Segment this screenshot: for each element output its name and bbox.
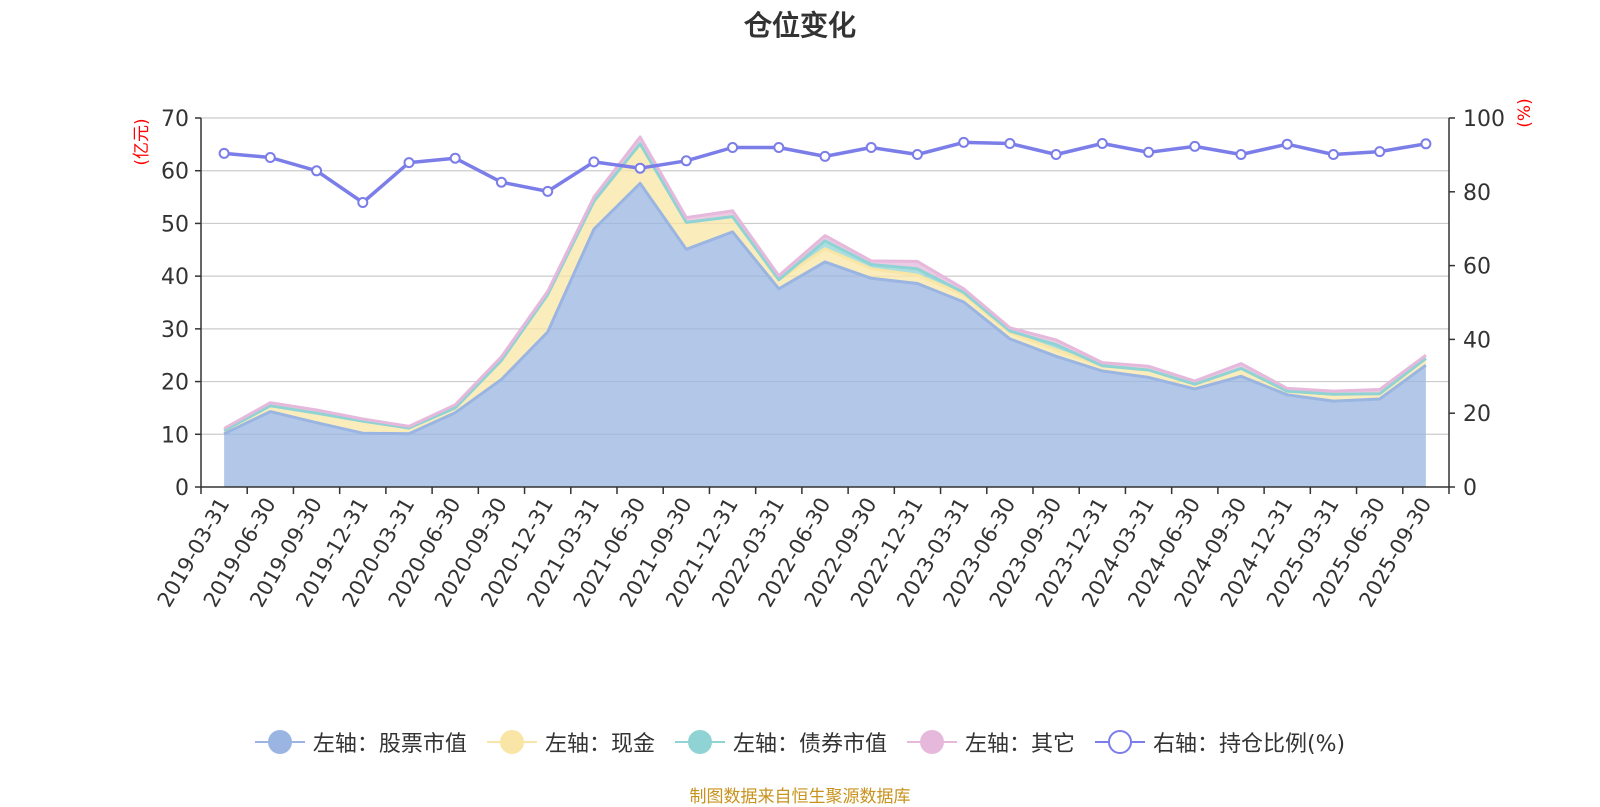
position-ratio-point bbox=[865, 142, 877, 153]
position-ratio-point bbox=[1189, 140, 1201, 152]
position-ratio-point bbox=[680, 155, 692, 167]
position-ratio-point bbox=[311, 165, 323, 177]
right-tick-label: 20 bbox=[1463, 402, 1491, 427]
legend-item-bond[interactable]: 左轴：债券市值 bbox=[674, 726, 887, 758]
position-ratio-point bbox=[819, 150, 831, 162]
position-ratio-point bbox=[773, 142, 785, 153]
legend-item-cash[interactable]: 左轴：现金 bbox=[486, 726, 655, 758]
position-ratio-point bbox=[1004, 138, 1016, 149]
legend-label-position-ratio: 右轴：持仓比例(%) bbox=[1152, 732, 1346, 757]
right-tick-label: 60 bbox=[1463, 255, 1491, 280]
position-ratio-point bbox=[1420, 138, 1432, 150]
right-tick-label: 80 bbox=[1463, 181, 1491, 206]
legend-label-other: 左轴：其它 bbox=[964, 732, 1075, 757]
position-ratio-point bbox=[727, 142, 739, 153]
source-note: 制图数据来自恒生聚源数据库 bbox=[689, 787, 911, 807]
chart-area: 010203040506070020406080100(亿元)(%)2019-0… bbox=[132, 98, 1535, 611]
position-ratio-point bbox=[958, 136, 970, 148]
right-tick-label: 0 bbox=[1463, 476, 1477, 501]
legend-swatch-bond bbox=[674, 729, 725, 755]
legend-swatch-position-ratio bbox=[1094, 729, 1145, 755]
right-axis-unit: (%) bbox=[1515, 98, 1535, 127]
left-tick-label: 10 bbox=[161, 423, 189, 448]
position-ratio-point bbox=[588, 156, 600, 168]
position-ratio-point bbox=[911, 149, 923, 160]
left-tick-label: 20 bbox=[161, 371, 189, 396]
area-series-line bbox=[223, 181, 1427, 436]
legend-label-bond: 左轴：债券市值 bbox=[732, 732, 887, 757]
area-series-line bbox=[223, 135, 1427, 430]
area-series bbox=[224, 183, 1426, 487]
position-ratio-point bbox=[1050, 149, 1062, 160]
legend: 左轴：股票市值 左轴：现金 左轴：债券市值 左轴：其它 右轴：持仓比例(%) bbox=[0, 722, 1600, 762]
left-tick-label: 50 bbox=[161, 212, 189, 237]
position-ratio-point bbox=[1327, 149, 1339, 160]
legend-item-other[interactable]: 左轴：其它 bbox=[906, 726, 1075, 758]
right-tick-label: 40 bbox=[1463, 328, 1491, 353]
legend-item-stock[interactable]: 左轴：股票市值 bbox=[254, 726, 467, 758]
position-ratio-point bbox=[1143, 146, 1155, 158]
position-ratio-point bbox=[449, 152, 461, 164]
legend-label-cash: 左轴：现金 bbox=[544, 732, 655, 757]
position-ratio-point bbox=[1235, 149, 1247, 160]
chart-title: 仓位变化 bbox=[743, 9, 856, 42]
legend-swatch-other bbox=[906, 729, 957, 755]
position-ratio-point bbox=[634, 162, 646, 174]
position-ratio-point bbox=[542, 185, 554, 197]
left-tick-label: 60 bbox=[161, 160, 189, 185]
position-ratio-point bbox=[1374, 146, 1386, 158]
right-tick-label: 100 bbox=[1463, 107, 1505, 132]
left-tick-label: 30 bbox=[161, 318, 189, 343]
legend-swatch-stock bbox=[254, 729, 305, 755]
legend-swatch-cash bbox=[486, 729, 537, 755]
position-ratio-point bbox=[264, 152, 276, 163]
left-tick-label: 70 bbox=[161, 107, 189, 132]
position-ratio-point bbox=[403, 157, 415, 169]
position-ratio-point bbox=[495, 176, 507, 188]
left-tick-label: 0 bbox=[175, 476, 189, 501]
position-ratio-point bbox=[357, 197, 369, 208]
legend-label-stock: 左轴：股票市值 bbox=[312, 732, 467, 757]
position-ratio-point bbox=[1096, 138, 1108, 149]
left-tick-label: 40 bbox=[161, 265, 189, 290]
left-axis-unit: (亿元) bbox=[132, 118, 152, 165]
position-ratio-point bbox=[1281, 138, 1293, 150]
legend-item-position-ratio[interactable]: 右轴：持仓比例(%) bbox=[1094, 726, 1346, 758]
area-series-line bbox=[223, 142, 1427, 432]
position-ratio-point bbox=[218, 147, 230, 159]
